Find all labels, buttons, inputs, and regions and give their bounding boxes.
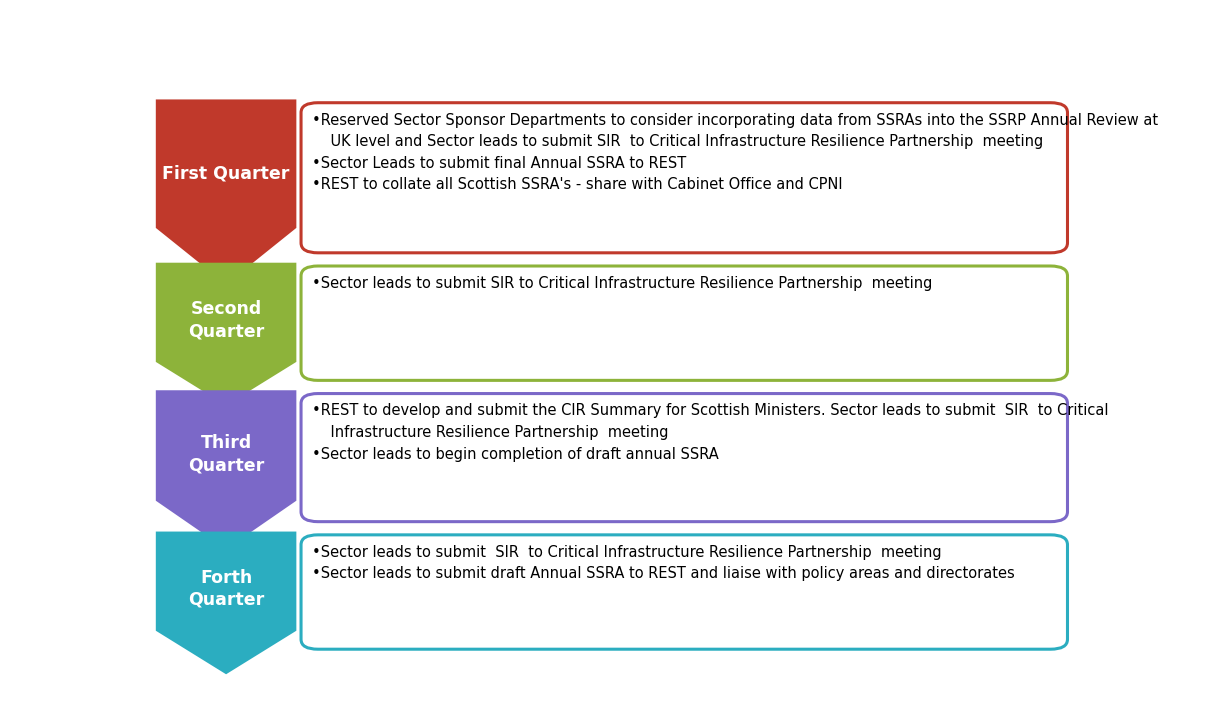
FancyBboxPatch shape [301, 535, 1068, 649]
FancyBboxPatch shape [301, 393, 1068, 522]
Polygon shape [156, 531, 296, 674]
Text: •Reserved Sector Sponsor Departments to consider incorporating data from SSRAs i: •Reserved Sector Sponsor Departments to … [312, 113, 1158, 192]
Polygon shape [156, 99, 296, 284]
FancyBboxPatch shape [301, 266, 1068, 381]
Text: First Quarter: First Quarter [162, 164, 290, 183]
Text: •Sector leads to submit  SIR  to Critical Infrastructure Resilience Partnership : •Sector leads to submit SIR to Critical … [312, 545, 1016, 581]
Polygon shape [156, 391, 296, 549]
Text: Third
Quarter: Third Quarter [187, 434, 265, 474]
FancyBboxPatch shape [301, 103, 1068, 253]
Polygon shape [156, 263, 296, 406]
Text: Second
Quarter: Second Quarter [187, 300, 265, 340]
Text: •REST to develop and submit the CIR Summary for Scottish Ministers. Sector leads: •REST to develop and submit the CIR Summ… [312, 403, 1109, 462]
Text: •Sector leads to submit SIR to Critical Infrastructure Resilience Partnership  m: •Sector leads to submit SIR to Critical … [312, 276, 932, 291]
Text: Forth
Quarter: Forth Quarter [187, 568, 265, 609]
